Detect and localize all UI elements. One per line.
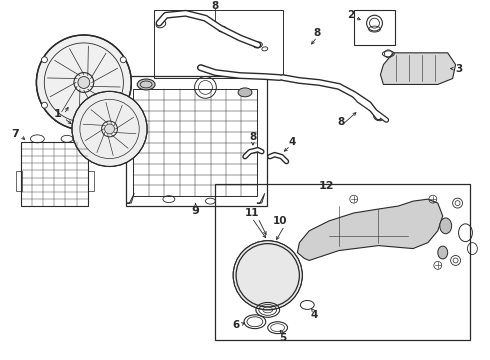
Text: 8: 8 xyxy=(212,1,219,12)
Circle shape xyxy=(104,124,115,134)
Circle shape xyxy=(42,57,48,63)
Polygon shape xyxy=(297,199,443,260)
Polygon shape xyxy=(380,53,456,85)
Bar xyxy=(354,10,395,45)
Text: 8: 8 xyxy=(249,132,257,142)
Text: 8: 8 xyxy=(314,28,321,38)
Ellipse shape xyxy=(440,218,452,234)
Ellipse shape xyxy=(438,246,448,259)
Text: 11: 11 xyxy=(245,208,259,218)
Text: 12: 12 xyxy=(318,181,334,191)
Bar xyxy=(88,171,94,191)
Circle shape xyxy=(72,91,147,167)
Text: 8: 8 xyxy=(337,117,344,127)
Text: 9: 9 xyxy=(192,206,199,216)
Text: 7: 7 xyxy=(11,129,19,139)
Circle shape xyxy=(42,102,48,108)
Ellipse shape xyxy=(137,79,155,90)
Circle shape xyxy=(263,270,272,280)
Bar xyxy=(16,171,22,191)
Circle shape xyxy=(78,77,90,89)
Text: 10: 10 xyxy=(272,216,287,226)
Circle shape xyxy=(36,35,131,130)
Ellipse shape xyxy=(238,88,252,97)
Text: 3: 3 xyxy=(455,64,462,74)
Bar xyxy=(215,184,470,339)
Circle shape xyxy=(233,241,302,310)
Bar xyxy=(133,89,257,196)
Bar xyxy=(126,76,267,206)
Text: 5: 5 xyxy=(279,333,286,343)
Text: 1: 1 xyxy=(53,109,61,119)
Polygon shape xyxy=(257,193,265,203)
Bar xyxy=(154,10,283,77)
Text: 4: 4 xyxy=(289,137,296,147)
Polygon shape xyxy=(126,193,134,203)
Circle shape xyxy=(120,57,126,63)
Text: 4: 4 xyxy=(311,310,318,320)
Text: 6: 6 xyxy=(232,320,240,330)
Bar xyxy=(21,142,88,206)
Circle shape xyxy=(120,102,126,108)
Text: 2: 2 xyxy=(347,10,354,20)
